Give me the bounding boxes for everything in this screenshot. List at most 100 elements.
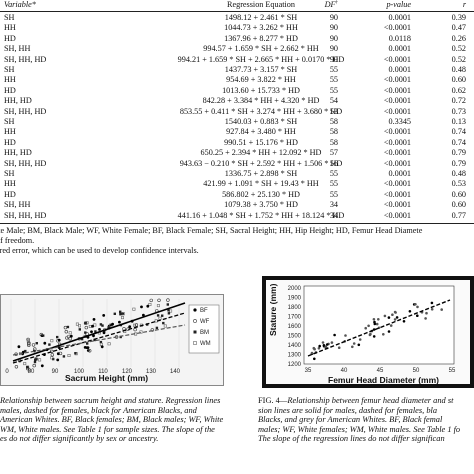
fig3-point (161, 314, 164, 317)
cell-variable: HH (4, 75, 16, 85)
fig3-point (50, 356, 54, 360)
cell-variable: SH, HH (4, 200, 31, 210)
fig3-point (27, 368, 31, 372)
fig4-point (321, 341, 325, 344)
cell-r: 0.77 (451, 210, 466, 220)
fig3-point (133, 327, 137, 332)
bottom-rule (0, 223, 474, 224)
fig3-x-tick-label: 130 (146, 369, 157, 375)
fig4-y-tick-label: 1200 (288, 362, 302, 368)
fig3-point (83, 321, 88, 325)
cell-df: 90 (329, 13, 338, 22)
fig3-point (121, 312, 125, 316)
table-row: HH 927.84 + 3.480 * HH 58 <0.0001 0.74 (0, 127, 474, 137)
fig3-point (93, 338, 96, 342)
cell-r: 0.52 (451, 44, 466, 54)
fig3-point (119, 310, 122, 313)
fig3-point (162, 321, 165, 325)
fig3-legend: BF WF BM WM (188, 304, 220, 354)
fig3-point (99, 340, 103, 344)
cell-r: 0.60 (451, 189, 466, 199)
fig4-point (372, 328, 376, 331)
fig3-point (48, 343, 51, 346)
cell-variable: SH (4, 169, 15, 178)
fig3-x-tick-label: 0 (5, 369, 9, 375)
fig3-point (90, 330, 93, 334)
fig3-point (66, 325, 70, 329)
fig3-point (74, 352, 77, 355)
cell-equation: 650.25 + 2.394 * HH + 12.092 * HD (200, 148, 322, 158)
fig3-point (50, 353, 54, 357)
fig3-point (38, 358, 42, 362)
fig3-caption-line: WM, White males. See Table 1 for sample … (0, 424, 215, 434)
fig4-point (383, 314, 387, 318)
fig4-point (368, 333, 372, 337)
fig3-point (86, 342, 89, 345)
fig3-point (101, 324, 104, 327)
cell-variable: HD (4, 85, 16, 95)
fig4-point (325, 343, 329, 346)
table-row: HH 954.69 + 3.822 * HH 55 <0.0001 0.60 (0, 75, 474, 85)
fig3-point (142, 313, 145, 317)
fig3-point (121, 316, 125, 320)
fig3-point (39, 332, 43, 337)
fig4-point (408, 310, 412, 313)
fig3-point (66, 335, 70, 339)
fig4-point (313, 357, 316, 361)
fig3-legend-box (188, 304, 220, 354)
fig4-y-tick-label: 1400 (288, 343, 302, 349)
table-row: HD 586.802 + 25.130 * HD 55 <0.0001 0.60 (0, 190, 474, 200)
cell-variable: SH, HH (4, 44, 31, 54)
fig3-point (87, 349, 92, 353)
table-footnote-df: of freedom. (0, 236, 35, 245)
fig4-y-tick-label: 1500 (288, 334, 302, 340)
fig4-point (393, 318, 397, 321)
fig3-point (166, 298, 170, 302)
fig4-plot-frame (303, 285, 455, 365)
fig3-point (67, 353, 71, 357)
cell-equation: 1044.73 + 3.262 * HH (224, 23, 298, 33)
fig4-caption-line: sion lines are solid for males, dashed f… (258, 405, 438, 415)
fig4-ticks: 35 40 45 50 55 1200 1300 1400 1500 1600 1700 1800 19… (288, 286, 456, 374)
fig3-point (14, 365, 19, 369)
fig4-point (387, 316, 391, 319)
fig3-legend-marker (193, 341, 197, 345)
cell-p-value: 0.0001 (388, 169, 411, 178)
cell-variable: SH, HH, HD (4, 54, 47, 64)
cell-variable: SH (4, 65, 15, 74)
cell-r: 0.72 (451, 96, 466, 106)
table-row: SH, HH, HD 853.55 + 0.411 * SH + 3.274 * … (0, 107, 474, 117)
fig3-point (113, 312, 116, 315)
fig3-point (167, 312, 171, 315)
fig3-point (27, 343, 31, 347)
cell-variable: HH (4, 23, 16, 33)
fig3-point (50, 339, 54, 343)
fig3-scatterplot: 0 80 90 100 110 120 130 140 BF WF BM WM Sacrum Hei… (0, 294, 224, 386)
table-row: SH, HH 994.57 + 1.659 * SH + 2.662 * HH 90… (0, 44, 474, 54)
cell-r: 0.60 (451, 200, 466, 210)
fig3-caption: Relationship between sacrum height and s… (0, 396, 223, 444)
fig3-point (17, 345, 21, 349)
fig4-point (382, 333, 385, 336)
fig3-caption-line: es do not differ significantly by sex or… (0, 434, 159, 444)
fig4-point (357, 343, 361, 347)
fig4-point (395, 316, 399, 319)
cell-equation: 1013.60 + 15.733 * HD (222, 85, 300, 95)
cell-equation: 421.99 + 1.091 * SH + 19.43 * HH (203, 179, 319, 189)
fig3-x-tick-label: 140 (170, 369, 181, 375)
fig4-y-tick-label: 1800 (288, 305, 302, 311)
table-footnote-error: ared error, which can be used to develop… (0, 246, 199, 255)
cell-r: 0.74 (451, 127, 466, 137)
cell-df: 55 (329, 65, 338, 74)
fig3-point (146, 304, 150, 308)
fig3-point (50, 349, 54, 353)
cell-equation: 1498.12 + 2.461 * SH (224, 13, 298, 22)
fig3-regression-line-dashed (12, 312, 186, 364)
cell-r: 0.26 (451, 33, 466, 43)
fig3-point (128, 325, 132, 329)
fig3-point (75, 322, 79, 326)
cell-equation: 1437.73 + 3.157 * SH (224, 65, 298, 74)
fig4-plot-area: 35 40 45 50 55 1200 1300 1400 1500 1600 1700 1800 19… (266, 280, 470, 384)
fig3-point (155, 326, 159, 330)
fig3-x-tick-label: 80 (28, 369, 35, 375)
